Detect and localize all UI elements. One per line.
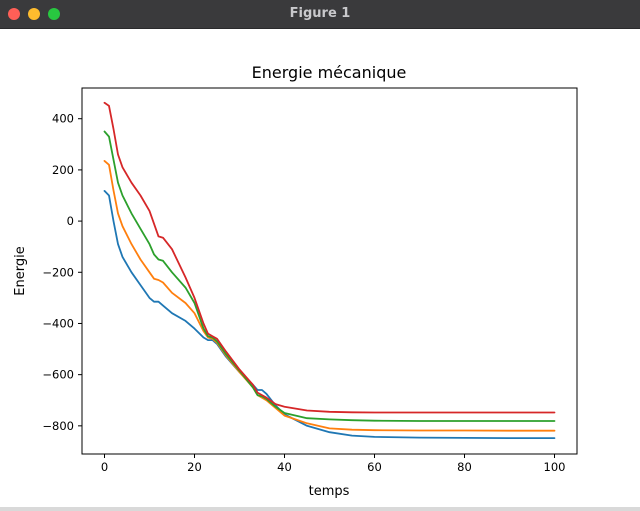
y-tick-label: 200 bbox=[52, 163, 74, 177]
series-line-3 bbox=[103, 130, 556, 422]
series-line-4 bbox=[103, 101, 556, 414]
x-axis-label: temps bbox=[309, 484, 350, 499]
series-line-1 bbox=[103, 190, 556, 439]
y-tick-label: −600 bbox=[42, 368, 74, 382]
bottom-edge bbox=[0, 507, 640, 511]
x-tick-label: 60 bbox=[367, 460, 382, 474]
series-line-2 bbox=[103, 160, 556, 432]
y-tick-label: −800 bbox=[42, 419, 74, 433]
line-chart: Energie mécanique temps Energie 0 20 40 60 8… bbox=[13, 63, 578, 499]
chart-title: Energie mécanique bbox=[252, 63, 407, 82]
y-tick-label: 0 bbox=[67, 214, 74, 228]
minimize-window-button[interactable] bbox=[28, 8, 40, 20]
x-tick-label: 20 bbox=[187, 460, 202, 474]
x-tick-label: 0 bbox=[101, 460, 108, 474]
x-tick-label: 80 bbox=[457, 460, 472, 474]
y-axis-label: Energie bbox=[13, 246, 28, 295]
maximize-window-button[interactable] bbox=[48, 8, 60, 20]
y-tick-label: −200 bbox=[42, 265, 74, 279]
x-tick-label: 40 bbox=[277, 460, 292, 474]
figure-canvas: Energie mécanique temps Energie 0 20 40 60 8… bbox=[0, 29, 640, 511]
window-title: Figure 1 bbox=[289, 6, 351, 21]
plot-frame bbox=[81, 87, 578, 455]
y-tick-label: −400 bbox=[42, 316, 74, 330]
y-tick-label: 400 bbox=[52, 112, 74, 126]
title-bar[interactable]: Figure 1 bbox=[0, 0, 640, 29]
close-window-button[interactable] bbox=[8, 8, 20, 20]
x-tick-label: 100 bbox=[544, 460, 566, 474]
